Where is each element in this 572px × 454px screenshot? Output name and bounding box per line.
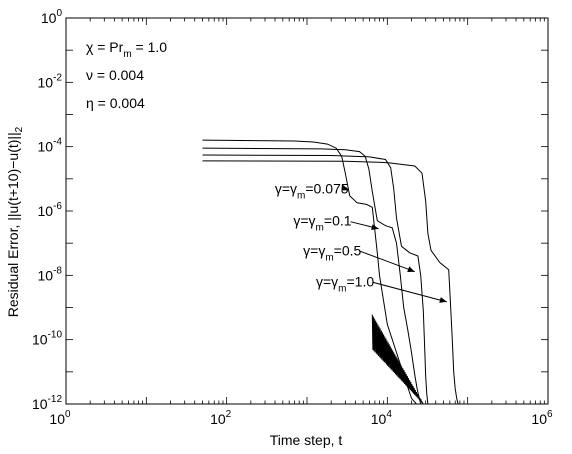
parameter-line-1: χ = Prm = 1.0: [86, 39, 167, 60]
series-label-symbol: γ=γ: [303, 242, 325, 258]
series-label-subscript: m: [316, 223, 324, 234]
series-label-subscript: m: [325, 252, 333, 263]
series-label-symbol: γ=γ: [316, 273, 338, 289]
y-tick-label: 10-8: [38, 265, 63, 283]
x-tick-label: 104: [371, 409, 393, 427]
series-label-subscript: m: [338, 283, 346, 294]
series-label-value: =1.0: [347, 273, 375, 289]
y-axis-title: Residual Error, ||u(t+10)−u(t)||2: [5, 126, 25, 317]
x-tick-base: 10: [49, 411, 65, 427]
x-tick-exponent: 6: [547, 409, 553, 420]
y-tick-base: 10: [38, 203, 54, 219]
y-tick-exponent: -10: [48, 330, 63, 341]
y-tick-exponent: -2: [53, 72, 62, 83]
y-tick-label: 100: [41, 8, 63, 26]
y-tick-base: 10: [38, 139, 54, 155]
y-tick-label: 10-12: [32, 394, 62, 412]
parameter-main: χ = Pr: [86, 39, 124, 55]
y-tick-label: 10-6: [38, 201, 63, 219]
x-tick-base: 10: [531, 411, 547, 427]
x-tick-label: 100: [49, 409, 71, 427]
series-arrowhead-3: [407, 266, 415, 272]
series-line-2: [202, 147, 424, 405]
parameter-main: ν = 0.004: [86, 67, 144, 83]
y-axis-title-sub: 2: [14, 126, 25, 132]
series-arrowhead-1: [341, 184, 349, 191]
x-axis-title: Time step, t: [270, 432, 343, 448]
series-label-4: γ=γm=1.0: [316, 273, 374, 294]
parameter-block: χ = Prm = 1.0 ν = 0.004 η = 0.004: [86, 39, 167, 111]
series-label-symbol: γ=γ: [275, 181, 297, 197]
x-tick-base: 10: [371, 411, 387, 427]
convergence-noise: [371, 314, 424, 405]
y-tick-label: 10-10: [32, 330, 62, 348]
parameter-main: η = 0.004: [86, 95, 145, 111]
y-tick-base: 10: [32, 332, 48, 348]
y-tick-exponent: -6: [53, 201, 62, 212]
y-tick-label: 10-4: [38, 137, 63, 155]
series-curves: [202, 139, 460, 405]
noise-band: [371, 314, 424, 405]
x-tick-label: 102: [210, 409, 232, 427]
y-tick-base: 10: [38, 74, 54, 90]
y-tick-base: 10: [32, 396, 48, 412]
series-line-3: [202, 154, 429, 405]
y-tick-label: 10-2: [38, 72, 63, 90]
series-line-4: [202, 160, 460, 405]
plot-axes: [65, 17, 549, 405]
y-tick-exponent: -12: [48, 394, 63, 405]
parameter-tail: = 1.0: [132, 39, 168, 55]
x-tick-label: 106: [531, 409, 553, 427]
series-label-value: =0.5: [334, 242, 362, 258]
y-tick-base: 10: [41, 10, 57, 26]
series-line-1: [202, 139, 424, 405]
y-tick-exponent: -8: [53, 265, 62, 276]
y-tick-exponent: 0: [56, 8, 62, 19]
x-tick-exponent: 2: [226, 409, 232, 420]
parameter-line-2: ν = 0.004: [86, 67, 144, 83]
series-label-value: =0.1: [324, 213, 352, 229]
x-tick-base: 10: [210, 411, 226, 427]
parameter-line-3: η = 0.004: [86, 95, 145, 111]
series-label-value: =0.075: [305, 181, 348, 197]
series-label-subscript: m: [297, 191, 305, 202]
series-arrowhead-4: [439, 297, 447, 303]
series-arrow-4: [373, 281, 447, 303]
y-tick-exponent: -4: [53, 137, 62, 148]
x-tick-exponent: 0: [65, 409, 71, 420]
series-label-2: γ=γm=0.1: [293, 213, 351, 234]
tick-labels: 100 102 104 10610010-210-410-610-810-1010-1…: [32, 8, 553, 427]
series-label-symbol: γ=γ: [293, 213, 315, 229]
series-label-1: γ=γm=0.075: [275, 181, 349, 202]
y-tick-base: 10: [38, 267, 54, 283]
svg-text:Residual Error, ||u(t+10)−u(t): Residual Error, ||u(t+10)−u(t)||2: [5, 126, 25, 317]
parameter-subscript: m: [123, 49, 131, 60]
y-axis-title-main: Residual Error, ||u(t+10)−u(t)||: [5, 132, 21, 317]
series-arrowhead-2: [371, 224, 379, 230]
x-tick-exponent: 4: [386, 409, 392, 420]
series-arrow-3: [360, 250, 416, 273]
series-label-3: γ=γm=0.5: [303, 242, 361, 263]
